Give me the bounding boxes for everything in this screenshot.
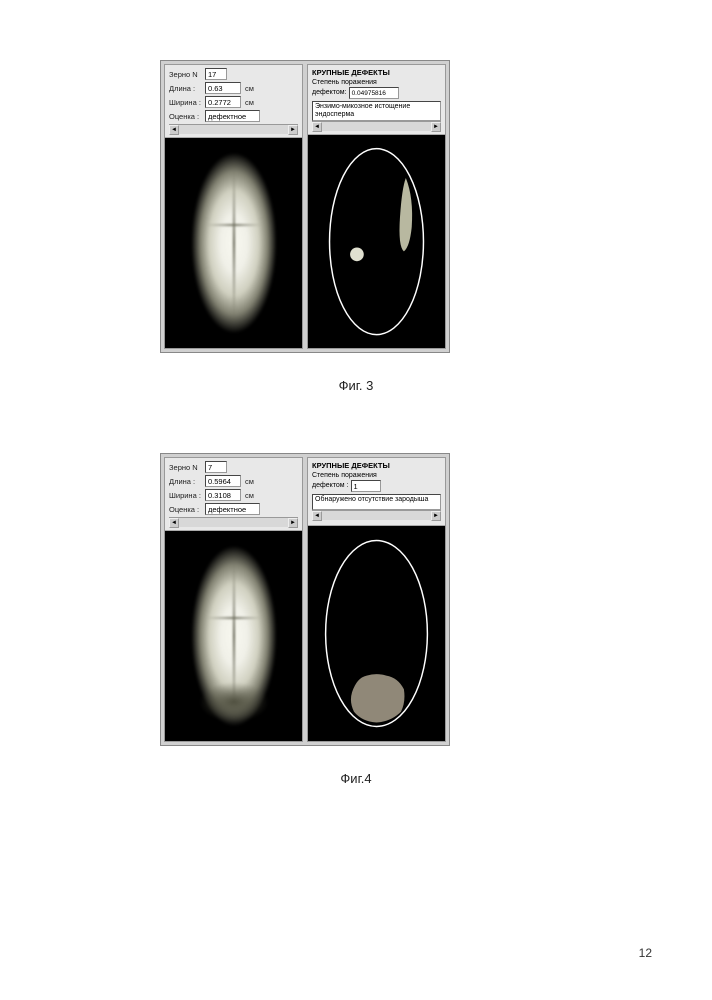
- degree-label: Степень поражения: [312, 79, 441, 87]
- defect-region-1: [399, 178, 412, 251]
- defect-outline-svg: [308, 526, 445, 741]
- figure-caption: Фиг. 3: [160, 378, 552, 393]
- left-scrollbar[interactable]: ◄ ►: [169, 517, 298, 527]
- length-input[interactable]: 0.5964: [205, 475, 241, 487]
- left-panel-header: Зерно N 17 Длина : 0.63 см Ширина : 0.27…: [165, 65, 302, 138]
- length-unit: см: [245, 477, 254, 486]
- scroll-right-icon[interactable]: ►: [431, 122, 441, 132]
- assess-input[interactable]: дефектное: [205, 503, 260, 515]
- width-unit: см: [245, 491, 254, 500]
- defect-outline-svg: [308, 135, 445, 348]
- length-input[interactable]: 0.63: [205, 82, 241, 94]
- app-window-fig4: Зерно N 7 Длина : 0.5964 см Ширина : 0.3…: [160, 453, 450, 746]
- assessment-row: Оценка : дефектное: [169, 110, 298, 122]
- scroll-left-icon[interactable]: ◄: [312, 511, 322, 521]
- document-page: Зерно N 17 Длина : 0.63 см Ширина : 0.27…: [0, 0, 712, 886]
- page-number: 12: [639, 946, 652, 960]
- defects-title: КРУПНЫЕ ДЕФЕКТЫ: [312, 461, 441, 470]
- outline-image-area: [308, 526, 445, 741]
- scroll-left-icon[interactable]: ◄: [169, 518, 179, 528]
- grain-number-row: Зерно N 17: [169, 68, 298, 80]
- left-panel: Зерно N 7 Длина : 0.5964 см Ширина : 0.3…: [164, 457, 303, 742]
- length-row: Длина : 0.63 см: [169, 82, 298, 94]
- xray-image-area: [165, 138, 302, 348]
- defects-title: КРУПНЫЕ ДЕФЕКТЫ: [312, 68, 441, 77]
- width-row: Ширина : 0.2772 см: [169, 96, 298, 108]
- grain-number-input[interactable]: 17: [205, 68, 227, 80]
- grain-outline: [330, 148, 424, 334]
- right-panel-header: КРУПНЫЕ ДЕФЕКТЫ Степень поражения дефект…: [308, 458, 445, 526]
- width-label: Ширина :: [169, 491, 203, 500]
- width-input[interactable]: 0.3108: [205, 489, 241, 501]
- defect-label: дефектом:: [312, 89, 347, 97]
- scroll-right-icon[interactable]: ►: [288, 518, 298, 528]
- xray-image-area: [165, 531, 302, 741]
- defect-value-row: дефектом: 0.04975816: [312, 87, 441, 99]
- figure-3: Зерно N 17 Длина : 0.63 см Ширина : 0.27…: [160, 60, 552, 393]
- defect-value-row: дефектом : 1: [312, 480, 441, 492]
- grain-label: Зерно N: [169, 70, 203, 79]
- left-panel-header: Зерно N 7 Длина : 0.5964 см Ширина : 0.3…: [165, 458, 302, 531]
- right-panel: КРУПНЫЕ ДЕФЕКТЫ Степень поражения дефект…: [307, 457, 446, 742]
- scroll-right-icon[interactable]: ►: [288, 125, 298, 135]
- grain-number-input[interactable]: 7: [205, 461, 227, 473]
- defect-note[interactable]: Обнаружено отсутствие зародыша: [312, 494, 441, 510]
- length-label: Длина :: [169, 84, 203, 93]
- length-label: Длина :: [169, 477, 203, 486]
- scroll-left-icon[interactable]: ◄: [312, 122, 322, 132]
- degree-label: Степень поражения: [312, 472, 441, 480]
- length-row: Длина : 0.5964 см: [169, 475, 298, 487]
- left-panel: Зерно N 17 Длина : 0.63 см Ширина : 0.27…: [164, 64, 303, 349]
- scroll-left-icon[interactable]: ◄: [169, 125, 179, 135]
- defect-value-input[interactable]: 0.04975816: [349, 87, 399, 99]
- assess-label: Оценка :: [169, 112, 203, 121]
- grain-number-row: Зерно N 7: [169, 461, 298, 473]
- right-panel-header: КРУПНЫЕ ДЕФЕКТЫ Степень поражения дефект…: [308, 65, 445, 135]
- defect-value-input[interactable]: 1: [351, 480, 381, 492]
- assess-label: Оценка :: [169, 505, 203, 514]
- defect-note[interactable]: Энзимо-микозное истощение эндосперма: [312, 101, 441, 120]
- left-scrollbar[interactable]: ◄ ►: [169, 124, 298, 134]
- right-panel: КРУПНЫЕ ДЕФЕКТЫ Степень поражения дефект…: [307, 64, 446, 349]
- width-input[interactable]: 0.2772: [205, 96, 241, 108]
- figure-caption: Фиг.4: [160, 771, 552, 786]
- defect-region-2: [350, 247, 364, 261]
- defect-region-embryo: [351, 674, 405, 722]
- right-scrollbar[interactable]: ◄ ►: [312, 510, 441, 520]
- outline-image-area: [308, 135, 445, 348]
- app-window-fig3: Зерно N 17 Длина : 0.63 см Ширина : 0.27…: [160, 60, 450, 353]
- width-unit: см: [245, 98, 254, 107]
- assessment-row: Оценка : дефектное: [169, 503, 298, 515]
- defect-label: дефектом :: [312, 482, 349, 490]
- width-label: Ширина :: [169, 98, 203, 107]
- assess-input[interactable]: дефектное: [205, 110, 260, 122]
- length-unit: см: [245, 84, 254, 93]
- right-scrollbar[interactable]: ◄ ►: [312, 121, 441, 131]
- scroll-right-icon[interactable]: ►: [431, 511, 441, 521]
- grain-xray-image: [189, 148, 279, 338]
- grain-xray-image: [189, 541, 279, 731]
- width-row: Ширина : 0.3108 см: [169, 489, 298, 501]
- figure-4: Зерно N 7 Длина : 0.5964 см Ширина : 0.3…: [160, 453, 552, 786]
- grain-label: Зерно N: [169, 463, 203, 472]
